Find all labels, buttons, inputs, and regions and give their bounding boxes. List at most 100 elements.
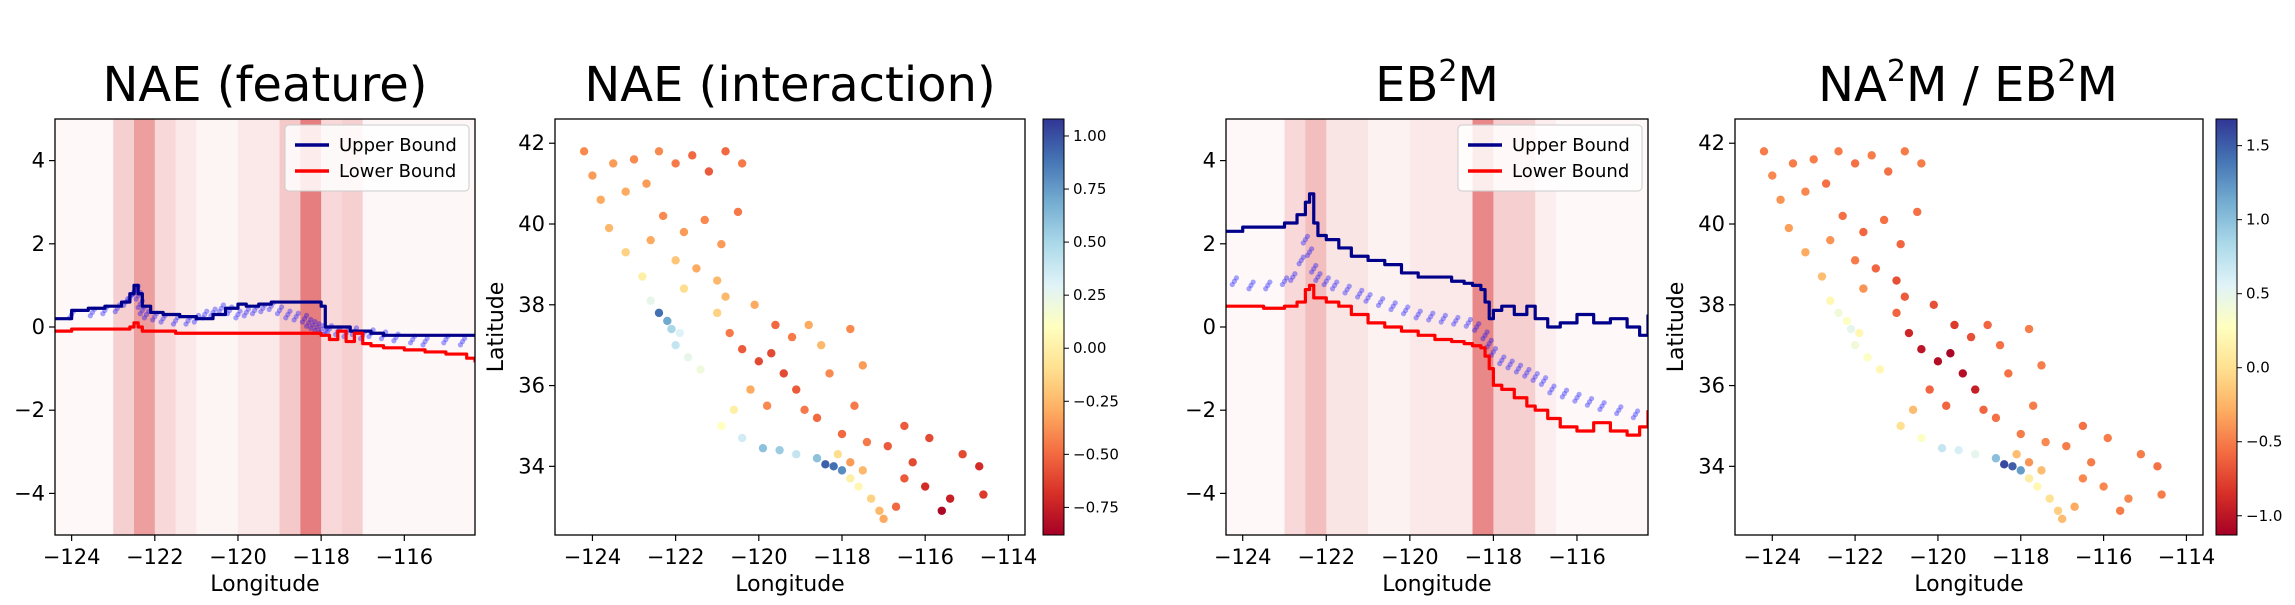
map-point xyxy=(775,445,784,455)
y-tick-label: 4 xyxy=(1203,149,1216,173)
scatter-point xyxy=(1311,266,1317,272)
x-tick-label: −122 xyxy=(126,545,184,569)
map-point xyxy=(692,264,701,273)
scatter-point xyxy=(204,308,210,314)
scatter-point xyxy=(1298,257,1304,264)
map-point xyxy=(1995,340,2005,350)
map-point xyxy=(2124,494,2133,503)
y-tick-label: 38 xyxy=(1698,293,1725,317)
map-point xyxy=(854,482,863,491)
map-point xyxy=(846,324,855,334)
map-point xyxy=(883,441,892,451)
map-point xyxy=(704,167,714,176)
scatter-point xyxy=(1325,275,1331,281)
scatter-point xyxy=(312,318,318,325)
map-point xyxy=(2070,502,2079,511)
map-point xyxy=(1954,445,1963,455)
y-tick-label: −4 xyxy=(14,481,45,505)
scatter-point xyxy=(87,313,93,319)
colorbar xyxy=(1042,118,1065,536)
legend-label-lower: Lower Bound xyxy=(339,161,456,182)
importance-band xyxy=(55,119,113,535)
scatter-point xyxy=(301,316,308,322)
map-point xyxy=(792,450,801,459)
map-point xyxy=(1983,320,1992,330)
y-tick-label: 2 xyxy=(1203,232,1216,256)
scatter-point xyxy=(1438,319,1444,325)
scatter-point xyxy=(303,312,310,318)
importance-band xyxy=(1326,119,1369,535)
map-point xyxy=(2053,506,2063,515)
scatter-point xyxy=(1309,269,1315,275)
scatter-point xyxy=(299,319,306,325)
scatter-point xyxy=(1377,299,1384,305)
map-point xyxy=(2037,361,2046,370)
map-point xyxy=(713,276,722,285)
map-point xyxy=(725,328,734,338)
scatter-point xyxy=(1586,399,1593,405)
colorbar xyxy=(2215,118,2238,536)
scatter-point xyxy=(1563,387,1570,393)
scatter-point xyxy=(378,336,385,342)
scatter-point xyxy=(1388,306,1394,313)
scatter-point xyxy=(1509,358,1515,364)
map-point xyxy=(1892,276,1901,285)
y-tick-label: 34 xyxy=(518,454,545,478)
map-point xyxy=(1850,340,1860,350)
scatter-point xyxy=(220,302,227,308)
map-point xyxy=(609,159,618,168)
scatter-point xyxy=(1467,316,1474,323)
map-point xyxy=(675,328,684,338)
map-point xyxy=(2024,458,2034,467)
map-point xyxy=(1846,324,1856,334)
scatter-point xyxy=(1440,316,1446,322)
map-point xyxy=(2012,450,2021,459)
map-point xyxy=(2037,466,2046,475)
scatter-point xyxy=(322,328,328,334)
scatter-point xyxy=(1265,282,1271,288)
map-point xyxy=(700,215,709,225)
x-tick-label: −114 xyxy=(2158,545,2216,569)
map-point xyxy=(846,458,855,467)
scatter-point xyxy=(1472,327,1478,333)
map-point xyxy=(596,195,605,204)
map-point xyxy=(2153,462,2162,471)
map-point xyxy=(900,474,909,483)
map-point xyxy=(721,292,730,301)
map-point xyxy=(1826,235,1835,245)
map-point xyxy=(2057,514,2067,524)
map-point xyxy=(779,369,788,378)
y-tick-label: 0 xyxy=(1203,315,1216,339)
scatter-point xyxy=(183,321,189,327)
scatter-point xyxy=(1313,262,1319,269)
map-point xyxy=(829,462,838,471)
scatter-point xyxy=(1415,311,1421,318)
scatter-point xyxy=(1547,390,1553,396)
map-point xyxy=(1937,443,1947,453)
map-point xyxy=(945,494,955,503)
plot-area xyxy=(55,119,475,535)
scatter-point xyxy=(158,319,164,325)
scatter-point xyxy=(1632,411,1639,417)
y-tick-label: 40 xyxy=(1698,212,1725,236)
map-point xyxy=(1966,332,1976,342)
x-tick-label: −120 xyxy=(1909,545,1967,569)
scatter-point xyxy=(1476,321,1482,327)
map-point xyxy=(1896,421,1905,431)
scatter-point xyxy=(137,311,143,317)
scatter-point xyxy=(1526,366,1532,373)
map-point xyxy=(1979,405,1988,414)
map-point xyxy=(1958,369,1967,378)
map-point xyxy=(604,223,614,233)
x-tick-label: −122 xyxy=(647,545,705,569)
map-point xyxy=(767,349,776,358)
map-point xyxy=(1908,405,1918,414)
scatter-point xyxy=(308,316,314,323)
scatter-point xyxy=(424,335,430,341)
map-point xyxy=(1863,353,1872,362)
colorbar-tick-label: −0.5 xyxy=(2246,433,2282,451)
scatter-point xyxy=(1405,304,1411,310)
legend-label-upper: Upper Bound xyxy=(339,135,457,156)
map-point xyxy=(1900,147,1910,156)
scatter-point xyxy=(1417,308,1423,314)
